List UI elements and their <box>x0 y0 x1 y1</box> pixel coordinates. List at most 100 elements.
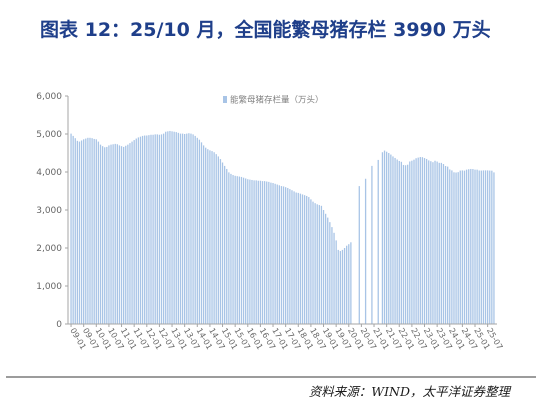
bar <box>133 140 135 324</box>
bar <box>421 157 424 324</box>
bar <box>465 169 468 324</box>
bar <box>411 160 413 324</box>
bar <box>276 184 278 324</box>
bar <box>148 135 150 324</box>
bar <box>280 186 283 324</box>
bar <box>171 131 173 324</box>
bar <box>457 172 459 324</box>
bar <box>123 146 125 324</box>
bar <box>101 146 104 324</box>
bar <box>257 180 259 324</box>
bar <box>327 217 329 324</box>
bar <box>247 179 249 324</box>
bar <box>442 164 445 324</box>
bar <box>449 169 451 324</box>
bar <box>289 189 291 324</box>
bar <box>415 158 417 324</box>
bar <box>259 180 262 324</box>
bar <box>120 146 123 324</box>
bar <box>318 205 320 324</box>
bar <box>472 169 474 324</box>
bar <box>463 170 466 324</box>
bar <box>146 135 148 324</box>
bar <box>329 222 331 324</box>
bar <box>390 154 392 324</box>
bar <box>333 232 335 324</box>
bar <box>219 159 222 324</box>
bar <box>417 157 419 324</box>
legend-label: 能繁母猪存栏量（万头） <box>230 95 324 106</box>
bar <box>274 183 276 324</box>
bar <box>127 144 129 324</box>
bar <box>165 131 167 324</box>
bar <box>162 133 165 324</box>
bar <box>226 168 228 324</box>
bar <box>112 144 114 324</box>
bar <box>459 170 461 324</box>
bar <box>150 134 152 324</box>
bar <box>156 134 158 324</box>
bar <box>93 138 95 324</box>
bar <box>438 162 440 324</box>
bar <box>116 144 118 324</box>
bar <box>207 149 209 324</box>
y-tick-label: 1,000 <box>36 282 62 292</box>
y-tick-label: 5,000 <box>36 130 62 140</box>
bar <box>154 134 156 324</box>
bar <box>198 139 201 324</box>
bar <box>83 139 85 324</box>
bar <box>278 185 280 324</box>
bar <box>72 135 74 324</box>
bar <box>232 175 234 324</box>
legend-swatch <box>223 96 227 103</box>
bar <box>80 140 83 324</box>
bar <box>364 178 367 324</box>
bar <box>484 170 487 324</box>
bar <box>152 134 154 324</box>
bar <box>167 131 169 324</box>
bar <box>413 159 415 324</box>
bar <box>434 160 436 324</box>
bar <box>343 248 346 324</box>
x-axis-ticks: 09-0109-0710-0110-0711-0111-0712-0112-07… <box>68 324 504 351</box>
bar <box>99 144 102 324</box>
bar <box>310 199 312 324</box>
bar <box>423 158 426 324</box>
bar <box>398 160 400 324</box>
bar <box>451 170 453 324</box>
bar <box>430 161 432 324</box>
bar <box>303 195 306 324</box>
bar <box>137 137 140 324</box>
bar <box>144 135 146 324</box>
bar <box>425 158 428 324</box>
bar <box>291 190 293 324</box>
bar <box>177 132 179 324</box>
bar <box>221 162 224 324</box>
bar <box>404 165 407 324</box>
bar <box>139 136 142 324</box>
bar <box>240 176 243 324</box>
bar <box>455 172 457 324</box>
bar <box>129 143 131 324</box>
bar <box>476 169 478 324</box>
bar <box>223 165 226 324</box>
bar <box>436 161 438 324</box>
bar <box>419 157 421 324</box>
bar <box>234 175 236 324</box>
bar <box>217 156 219 324</box>
bar <box>209 150 211 324</box>
bar <box>491 170 493 324</box>
bar <box>285 187 287 324</box>
bar <box>186 133 188 324</box>
bar <box>179 133 182 324</box>
bar <box>341 249 344 324</box>
bar <box>432 162 434 324</box>
bar <box>74 138 76 324</box>
bar <box>106 146 108 324</box>
bar <box>299 193 302 324</box>
bar <box>184 134 186 324</box>
bar <box>444 166 447 324</box>
bar <box>331 227 333 324</box>
bar <box>388 153 390 324</box>
bar <box>480 170 482 324</box>
